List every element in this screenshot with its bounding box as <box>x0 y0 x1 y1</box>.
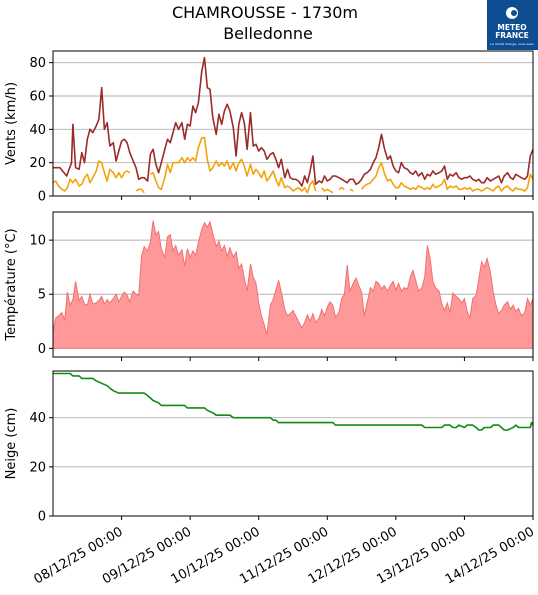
y-tick-label: 60 <box>29 90 46 105</box>
y-tick-label: 20 <box>29 460 46 475</box>
logo-line-1: METEO <box>497 23 526 32</box>
meteo-france-logo: METEO FRANCE Le climat change, nous auss… <box>487 0 538 50</box>
panel-3: 0 20 40 Neige (cm) <box>4 370 534 525</box>
panel-1: 0 20 40 60 80 Vents (km/h) <box>4 50 534 205</box>
y-tick-label: 0 <box>38 190 46 205</box>
logo-emblem-cut-icon <box>511 10 517 16</box>
y-axis-label: Neige (cm) <box>4 408 19 480</box>
logo-line-2: FRANCE <box>495 31 529 40</box>
axes-frame <box>52 370 534 517</box>
y-axis-label: Vents (km/h) <box>4 82 19 165</box>
y-tick-label: 0 <box>38 510 46 525</box>
y-tick-label: 5 <box>38 288 46 303</box>
wind-series-line <box>52 136 534 194</box>
chart-title: CHAMROUSSE - 1730m <box>172 3 358 22</box>
y-tick-label: 0 <box>38 342 46 357</box>
chart-subtitle: Belledonne <box>223 24 313 43</box>
y-axis-label: Température (°C) <box>4 228 19 341</box>
y-tick-label: 40 <box>29 411 46 426</box>
axes-frame <box>52 211 534 358</box>
y-tick-label: 10 <box>29 234 46 249</box>
y-tick-label: 20 <box>29 156 46 171</box>
panel-2: 0 5 10 Température (°C) <box>4 211 534 361</box>
chart-panels: 0 20 40 60 80 Vents (km/h) 0 5 10 Température (°C… <box>4 50 537 587</box>
temperature-area <box>52 220 534 349</box>
y-tick-label: 40 <box>29 123 46 138</box>
axes-frame <box>52 50 534 197</box>
logo-tagline: Le climat change, nous aussi <box>490 42 534 46</box>
gust-series-line <box>53 56 534 187</box>
y-tick-label: 80 <box>29 56 46 71</box>
snow-series-line <box>53 372 534 431</box>
